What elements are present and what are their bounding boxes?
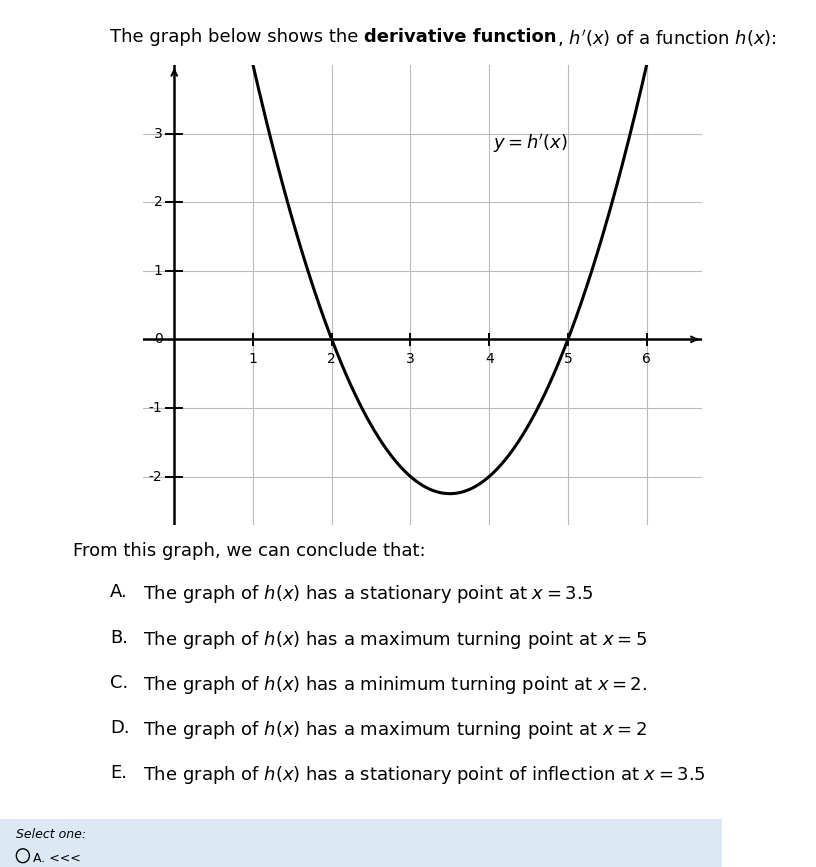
Text: E.: E. [110,764,127,782]
Text: 0: 0 [153,332,162,346]
Text: 3: 3 [153,127,162,140]
Text: The graph of $h(x)$ has a maximum turning point at $x = 2$: The graph of $h(x)$ has a maximum turnin… [143,719,647,740]
Text: From this graph, we can conclude that:: From this graph, we can conclude that: [73,542,426,560]
Text: 1: 1 [153,264,162,277]
Text: The graph of $h(x)$ has a maximum turning point at $x = 5$: The graph of $h(x)$ has a maximum turnin… [143,629,647,650]
Text: The graph of $h(x)$ has a minimum turning point at $x = 2.$: The graph of $h(x)$ has a minimum turnin… [143,674,647,695]
Text: 2: 2 [153,195,162,209]
Text: -2: -2 [149,470,162,484]
Text: 3: 3 [406,352,415,366]
Text: -1: -1 [149,401,162,415]
Text: The graph below shows the: The graph below shows the [110,28,364,46]
Text: Select one:: Select one: [16,828,86,841]
Text: derivative function: derivative function [364,28,557,46]
Text: $y = h'(x)$: $y = h'(x)$ [493,133,568,155]
Text: 2: 2 [327,352,336,366]
Text: 6: 6 [642,352,651,366]
Text: , $h'(x)$ of a function $h(x)$:: , $h'(x)$ of a function $h(x)$: [557,28,777,49]
Text: 5: 5 [564,352,572,366]
Text: D.: D. [110,719,130,737]
Text: The graph of $h(x)$ has a stationary point of inflection at $x = 3.5$: The graph of $h(x)$ has a stationary poi… [143,764,706,786]
Text: 4: 4 [485,352,494,366]
Text: C.: C. [110,674,128,692]
Text: A. <<<: A. <<< [33,852,81,865]
Text: A.: A. [110,583,128,602]
Text: B.: B. [110,629,128,647]
Text: 1: 1 [249,352,258,366]
Text: The graph of $h(x)$ has a stationary point at $x = 3.5$: The graph of $h(x)$ has a stationary poi… [143,583,593,605]
